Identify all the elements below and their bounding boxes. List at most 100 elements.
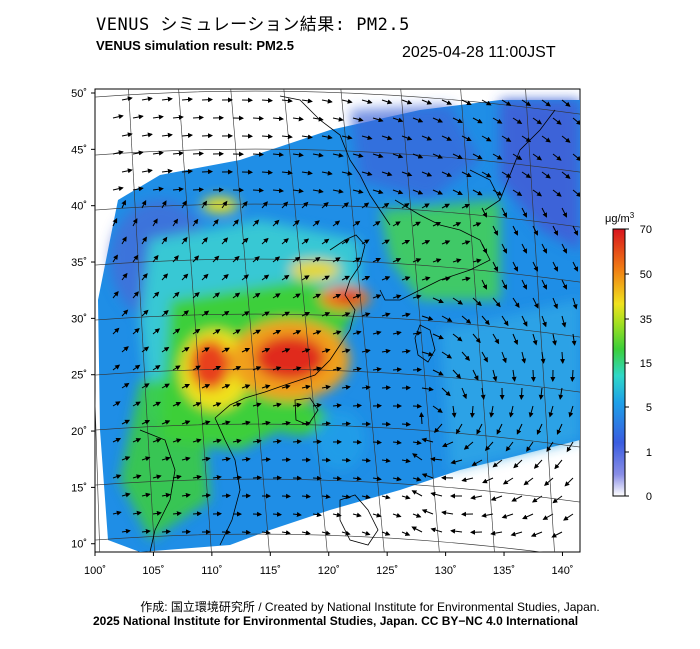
- lat-label: 35˚: [71, 257, 87, 269]
- wind-arrow: [352, 476, 362, 482]
- wind-arrow: [181, 200, 187, 209]
- wind-arrow: [490, 495, 503, 501]
- wind-arrow: [392, 294, 402, 300]
- wind-arrow: [492, 369, 498, 382]
- wind-arrow: [301, 312, 311, 317]
- wind-arrow: [361, 202, 370, 209]
- wind-arrow: [481, 135, 492, 142]
- wind-arrow: [461, 276, 471, 282]
- colorbar-tick-label: 70: [640, 224, 652, 236]
- wind-arrow: [332, 403, 342, 409]
- wind-arrow: [568, 405, 574, 418]
- wind-arrow: [452, 153, 463, 159]
- map-content: [95, 89, 580, 552]
- wind-arrow: [492, 225, 498, 236]
- wind-arrow: [141, 273, 148, 281]
- wind-arrow: [481, 99, 492, 106]
- wind-arrow: [252, 115, 264, 121]
- wind-arrow: [212, 255, 220, 263]
- wind-arrow: [341, 494, 351, 500]
- wind-arrow: [281, 98, 293, 104]
- wind-arrow: [392, 476, 402, 482]
- wind-arrow: [141, 309, 149, 317]
- wind-arrow: [332, 475, 342, 481]
- wind-arrow: [492, 261, 498, 272]
- wind-arrow: [450, 459, 463, 465]
- wind-arrow: [212, 438, 222, 444]
- wind-arrow: [481, 315, 490, 326]
- wind-arrow: [501, 513, 514, 519]
- wind-arrow: [172, 438, 182, 444]
- wind-arrow: [201, 456, 211, 462]
- wind-arrow: [292, 402, 302, 408]
- wind-arrow: [381, 312, 391, 318]
- wind-arrow: [341, 312, 351, 317]
- wind-arrow: [412, 367, 422, 373]
- wind-arrow: [511, 369, 517, 382]
- wind-arrow: [361, 135, 373, 141]
- wind-arrow: [481, 171, 492, 178]
- wind-arrow: [432, 117, 444, 123]
- wind-arrow: [132, 186, 144, 192]
- wind-arrow: [261, 311, 270, 317]
- wind-arrow: [332, 257, 341, 263]
- wind-arrow: [505, 441, 514, 452]
- wind-arrow: [301, 170, 313, 176]
- wind-arrow: [301, 530, 311, 536]
- wind-arrow: [292, 512, 302, 517]
- wind-arrow: [312, 152, 324, 158]
- wind-arrow: [332, 116, 344, 122]
- wind-arrow: [121, 168, 133, 174]
- wind-arrow: [321, 384, 331, 390]
- wind-arrow: [532, 153, 543, 161]
- wind-arrow: [312, 512, 322, 518]
- wind-arrow: [321, 238, 330, 245]
- credit-english: 2025 National Institute for Environmenta…: [93, 614, 579, 628]
- wind-arrow: [421, 240, 431, 245]
- wind-arrow: [232, 255, 240, 263]
- wind-arrow: [261, 530, 271, 535]
- wind-arrow: [452, 222, 462, 227]
- wind-arrow: [341, 457, 351, 463]
- wind-arrow: [112, 186, 124, 192]
- wind-arrow: [432, 405, 443, 413]
- wind-arrow: [341, 239, 350, 245]
- wind-arrow: [572, 297, 578, 310]
- wind-arrow: [513, 459, 523, 469]
- wind-arrow: [352, 403, 362, 409]
- wind-arrow: [221, 274, 229, 281]
- wind-arrow: [292, 116, 304, 122]
- wind-arrow: [532, 225, 538, 236]
- wind-arrow: [181, 273, 189, 281]
- wind-arrow: [212, 402, 222, 407]
- wind-arrow: [421, 386, 434, 392]
- wind-arrow: [463, 441, 474, 450]
- wind-arrow: [472, 258, 482, 264]
- wind-arrow: [281, 201, 289, 209]
- wind-arrow: [372, 512, 382, 518]
- wind-arrow: [541, 135, 551, 143]
- wind-arrow: [321, 98, 333, 104]
- wind-arrow: [192, 218, 199, 227]
- wind-arrow: [192, 402, 202, 407]
- wind-arrow: [341, 170, 353, 176]
- wind-arrow: [401, 312, 411, 318]
- colorbar-tick-label: 15: [640, 358, 652, 370]
- wind-arrow: [432, 189, 444, 195]
- wind-arrow: [561, 135, 571, 143]
- wind-arrow: [536, 423, 543, 435]
- wind-arrow: [301, 134, 313, 140]
- lon-label: 105˚: [142, 565, 164, 577]
- wind-arrow: [312, 188, 324, 194]
- wind-arrow: [441, 171, 453, 177]
- wind-arrow: [501, 99, 512, 106]
- wind-arrow: [381, 276, 391, 281]
- wind-arrow: [241, 347, 251, 353]
- wind-arrow: [552, 153, 562, 161]
- wind-arrow: [312, 257, 321, 263]
- title-japanese: VENUS シミュレーション結果: PM2.5: [96, 15, 410, 35]
- wind-arrow: [521, 315, 528, 327]
- wind-arrow: [552, 225, 558, 236]
- wind-arrow: [381, 531, 391, 536]
- lon-label: 100˚: [84, 565, 106, 577]
